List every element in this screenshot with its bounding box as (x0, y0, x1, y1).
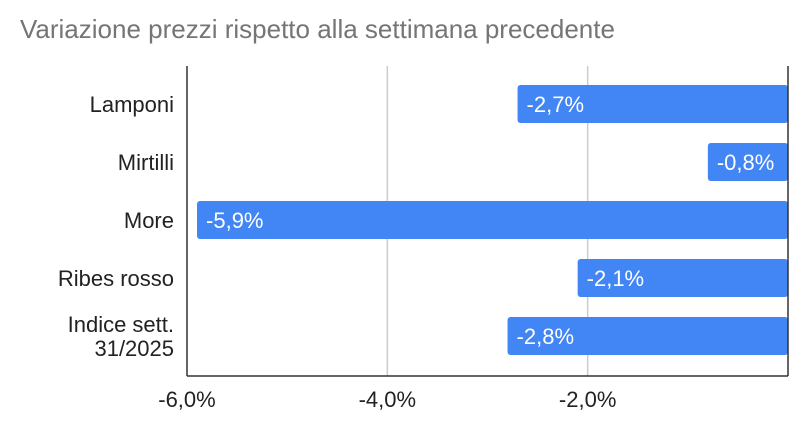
category-label: Lamponi (90, 92, 174, 117)
x-tick-label: -4,0% (359, 387, 416, 412)
bar (577, 259, 788, 297)
x-tick-label: -6,0% (158, 387, 215, 412)
category-label: Ribes rosso (58, 266, 174, 291)
category-label-line: 31/2025 (94, 336, 174, 361)
data-label: -2,7% (527, 92, 584, 117)
data-label: -0,8% (717, 150, 774, 175)
bars (197, 85, 788, 355)
category-label: More (124, 208, 174, 233)
bar (707, 143, 788, 181)
bar (517, 85, 788, 123)
bar (507, 317, 788, 355)
category-label-line: Lamponi (90, 92, 174, 117)
category-label-line: Mirtilli (118, 150, 174, 175)
category-label-line: Ribes rosso (58, 266, 174, 291)
category-label-line: More (124, 208, 174, 233)
category-labels: Lamponi Mirtilli More Ribes rosso Indice set… (58, 92, 174, 361)
x-tick-labels: -6,0% -4,0% -2,0% (158, 387, 616, 412)
chart-title: Variazione prezzi rispetto alla settiman… (20, 14, 615, 44)
category-label: Indice sett. 31/2025 (68, 312, 174, 361)
category-label: Mirtilli (118, 150, 174, 175)
axes (186, 66, 789, 377)
data-label: -5,9% (206, 208, 263, 233)
data-label: -2,1% (587, 266, 644, 291)
x-tick-label: -2,0% (559, 387, 616, 412)
bar (197, 201, 788, 239)
category-label-line: Indice sett. (68, 312, 174, 337)
data-labels: -2,7% -0,8% -5,9% -2,1% -2,8% (206, 92, 774, 349)
data-label: -2,8% (517, 324, 574, 349)
